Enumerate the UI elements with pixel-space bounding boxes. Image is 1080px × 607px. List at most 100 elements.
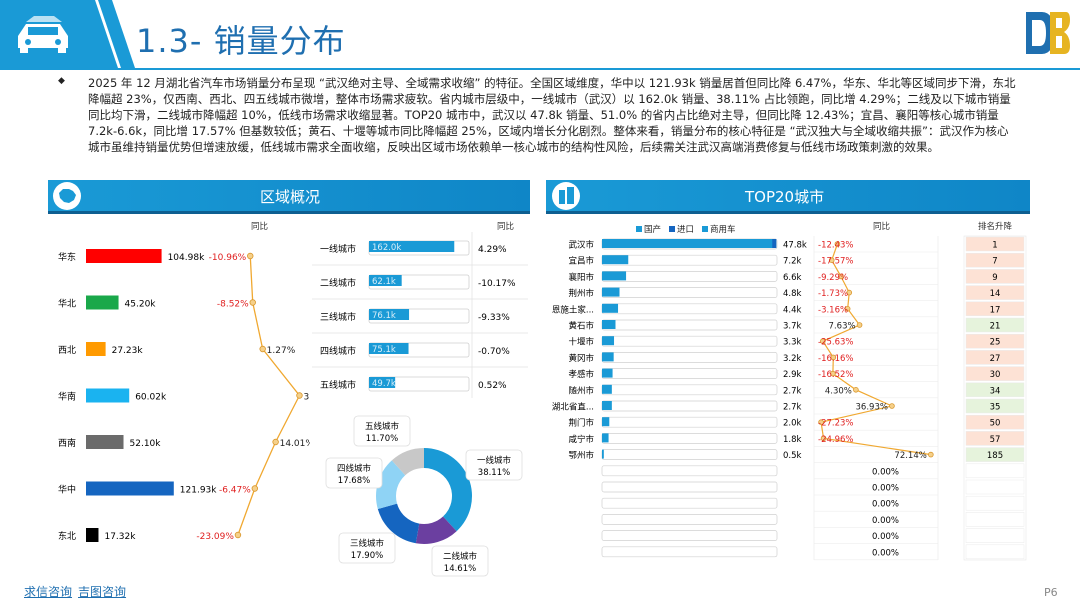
top20-rank-header: 排名升降 [978,222,1013,232]
city-value-label: 2.7k [783,386,802,396]
donut-slice [377,503,420,544]
donut-callout-box [338,532,396,564]
city-label: 襄阳市 [568,272,594,283]
tier-bar [369,241,455,252]
city-bar [602,384,612,394]
region-bar [86,528,99,542]
city-bar-import [772,239,777,248]
city-label: 荆州市 [568,288,594,299]
footer-link-qiuxin[interactable]: 求信咨询 [24,585,73,599]
city-yoy-label: -27.23% [818,419,853,429]
city-value-label: 4.4k [783,305,802,315]
city-value-label: 7.2k [783,257,802,267]
city-label: 宜昌市 [568,256,594,267]
rank-cell [965,382,1025,398]
city-yoy-point [818,419,824,426]
top20-panel-header [546,180,1030,214]
rank-cell [965,528,1025,543]
rank-value: 30 [990,370,1001,380]
city-value-label: 3.3k [783,338,802,348]
city-yoy-label: -3.16% [818,305,848,315]
tier-bar [369,309,410,320]
city-value-label: 3.7k [783,322,802,332]
footer-links: 求信咨询 吉图咨询 [24,583,126,600]
rank-cell [965,236,1025,252]
tier-label: 三线城市 [320,311,356,323]
rank-cell [965,495,1025,511]
city-value-label: 4.8k [783,289,802,299]
region-value-label: 45.20k [125,300,157,310]
donut-category-label: 二线城市 [443,551,478,562]
city-yoy-point [830,370,836,377]
region-value-label: 60.02k [135,393,167,403]
rank-column-frame [963,235,1027,561]
city-yoy-point [846,289,853,296]
rank-cell [965,414,1025,430]
city-label: 武汉市 [568,240,594,251]
city-bar [602,449,604,459]
donut-share-label: 17.68% [338,476,370,486]
city-bar [602,433,609,443]
region-bar [86,295,119,310]
legend-swatch [702,226,709,232]
donut-callout-box [353,415,411,447]
city-yoy-point [856,322,863,328]
region-value-label: 104.98k [168,253,205,263]
rank-cell [965,301,1025,317]
rank-value: 7 [992,257,997,267]
tier-bar [369,343,409,354]
car-icon [18,16,68,53]
city-label: 随州市 [568,385,594,396]
donut-callout-box [431,545,489,577]
region-panel-header [48,180,530,214]
tier-value-label: 76.1k [372,311,396,321]
city-label: 鄂州市 [568,450,594,461]
region-bar [86,342,106,356]
region-yoy-point [259,345,266,353]
donut-callout-box [325,457,383,489]
region-value-label: 121.93k [180,486,217,496]
city-bar-track [601,319,778,331]
tier-bar [369,275,402,286]
tier-label: 四线城市 [320,345,356,357]
donut-callout: 五线城市 11.70% [353,415,411,447]
region-bar [86,249,162,263]
city-bar-track [601,384,778,396]
tier-bar [369,377,396,388]
tier-label: 五线城市 [320,379,356,391]
legend-swatch [669,226,676,232]
rank-value: 185 [987,451,1003,461]
city-bar [602,287,620,297]
city-label: 荆门市 [568,418,594,429]
city-yoy-point [828,257,835,264]
region-yoy-point [249,299,256,306]
footer-link-jitu[interactable]: 吉图咨询 [78,585,127,599]
tier-bar-chart: 一线城市 162.0k 4.29% 二线城市 62.1k -10.17% 三线城市 76.1k… [312,232,528,398]
city-bar-track [601,449,778,460]
tier-label: 一线城市 [320,243,356,255]
city-value-label: 47.8k [783,241,807,251]
region-value-label: 27.23k [112,346,144,356]
region-yoy-label: 1.27% [267,346,296,356]
city-yoy-label: -9.29% [818,273,848,283]
rank-value: 17 [990,305,1001,315]
tier-yoy-label: -0.70% [478,347,510,357]
city-bar-track [601,303,778,315]
page-number: P6 [1044,586,1058,599]
city-bar [602,368,613,378]
tier-yoy-label: -10.17% [478,279,516,289]
region-yoy-point [251,485,259,492]
rank-cell [965,512,1025,527]
city-yoy-point [820,435,827,442]
city-bar-track [601,546,778,558]
rank-cell [965,317,1025,333]
rank-value: 21 [990,322,1001,332]
donut-category-label: 四线城市 [337,463,372,474]
city-bar [602,271,627,281]
city-yoy-line [820,243,931,456]
city-bar-track [601,530,778,541]
city-bar-track [601,416,778,428]
donut-slice [415,516,457,544]
city-bar [602,352,614,362]
city-value-label: 2.9k [783,370,802,380]
